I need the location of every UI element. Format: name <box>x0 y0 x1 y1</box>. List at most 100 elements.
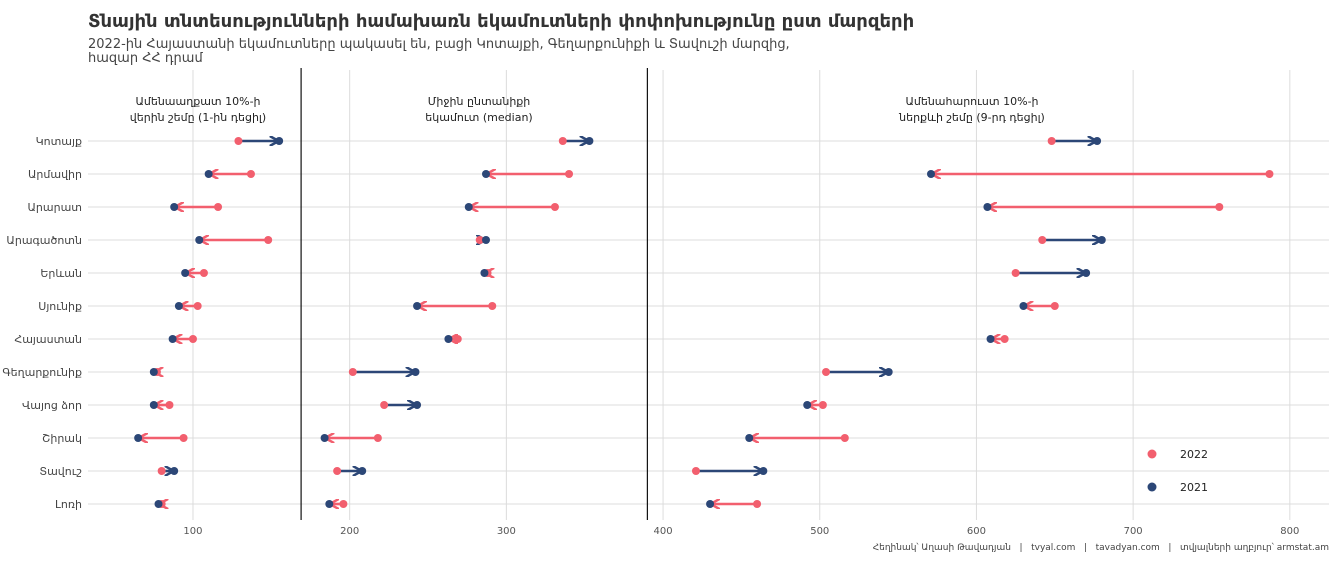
point-2022-panel-2-Տավուշ <box>333 467 342 475</box>
chart-subtitle-line-2: հազար ՀՀ դրամ <box>88 51 203 66</box>
point-2021-panel-3-Գեղարքունիք <box>884 368 893 376</box>
point-2022-panel-3-Տավուշ <box>691 467 700 475</box>
category-label-Արագածոտն: Արագածոտն <box>6 234 82 247</box>
point-2021-panel-3-Արագածոտն <box>1097 236 1106 244</box>
category-label-Արմավիր: Արմավիր <box>28 168 82 181</box>
point-2021-panel-2-Տավուշ <box>358 467 367 475</box>
data-marks <box>134 137 1274 508</box>
legend-marker-2021 <box>1147 482 1157 492</box>
point-2021-panel-3-Շիրակ <box>745 434 754 442</box>
point-2022-panel-2-Վայոց-ձոր <box>380 401 389 409</box>
point-2021-panel-3-Կոտայք <box>1093 137 1102 145</box>
point-2022-panel-1-Երևան <box>199 269 208 277</box>
legend-label-2021: 2021 <box>1180 481 1208 494</box>
gridlines <box>88 70 1329 520</box>
point-2021-panel-1-Արագածոտն <box>195 236 204 244</box>
chart-subtitle-line-1: 2022-ին Հայաստանի եկամուտները պակասել են… <box>88 37 790 52</box>
category-label-Հայաստան: Հայաստան <box>14 333 82 346</box>
chart-title: Տնային տնտեսությունների համախառն եկամուտ… <box>88 11 914 32</box>
point-2021-panel-1-Կոտայք <box>275 137 284 145</box>
x-axis-ticks: 100 200 300 400 500 600 700 800 <box>183 526 1299 537</box>
category-label-Շիրակ: Շիրակ <box>42 432 82 445</box>
point-2022-panel-1-Արմավիր <box>246 170 255 178</box>
category-label-Սյունիք: Սյունիք <box>38 300 82 313</box>
panel-3-label-line-1: Ամենահարուստ 10%-ի <box>905 95 1038 108</box>
category-label-Գեղարքունիք: Գեղարքունիք <box>2 366 82 379</box>
point-2022-panel-1-Տավուշ <box>157 467 166 475</box>
point-2022-panel-1-Սյունիք <box>193 302 202 310</box>
chart-caption: Հեղինակ՝ Աղասի Թավադյան | tvyal.com | ta… <box>873 542 1329 553</box>
panel-1-label-line-2: վերին շեմը (1-ին դեցիլ) <box>130 111 266 124</box>
point-2022-panel-3-Արարատ <box>1215 203 1224 211</box>
point-2021-panel-1-Սյունիք <box>174 302 183 310</box>
point-2022-panel-2-Սյունիք <box>488 302 497 310</box>
point-2021-panel-2-Վայոց-ձոր <box>413 401 422 409</box>
point-2021-panel-1-Տավուշ <box>170 467 179 475</box>
point-2022-panel-1-Արագածոտն <box>264 236 273 244</box>
x-tick-label-700: 700 <box>1124 526 1143 537</box>
legend: 2022 2021 <box>1147 448 1208 494</box>
category-labels: Կոտայք Արմավիր Արարատ Արագածոտն Երևան Սյունիք… <box>2 135 82 511</box>
point-2022-panel-2-Շիրակ <box>373 434 382 442</box>
point-2021-panel-3-Հայաստան <box>986 335 995 343</box>
point-2022-panel-3-Արմավիր <box>1265 170 1274 178</box>
x-tick-label-400: 400 <box>654 526 673 537</box>
point-2022-panel-3-Հայաստան <box>1000 335 1009 343</box>
point-2022-panel-2-Արարատ <box>550 203 559 211</box>
point-2022-panel-3-Լոռի <box>753 500 762 508</box>
x-tick-label-300: 300 <box>497 526 516 537</box>
point-2021-panel-3-Արմավիր <box>927 170 936 178</box>
x-tick-label-800: 800 <box>1280 526 1299 537</box>
x-tick-label-500: 500 <box>810 526 829 537</box>
point-2021-panel-2-Արմավիր <box>481 170 490 178</box>
point-2022-panel-2-Լոռի <box>339 500 348 508</box>
point-2021-panel-1-Շիրակ <box>134 434 143 442</box>
panel-2-label-line-2: եկամուտ (median) <box>425 111 532 124</box>
point-2021-panel-2-Արագածոտն <box>481 236 490 244</box>
point-2022-panel-2-Գեղարքունիք <box>348 368 357 376</box>
point-2022-panel-3-Երևան <box>1011 269 1020 277</box>
point-2022-panel-2-Արագածոտն <box>475 236 484 244</box>
point-2021-panel-2-Արարատ <box>464 203 473 211</box>
point-2021-panel-3-Տավուշ <box>759 467 768 475</box>
point-2022-panel-2-Կոտայք <box>558 137 567 145</box>
category-label-Կոտայք: Կոտայք <box>36 135 82 148</box>
point-2021-panel-2-Երևան <box>480 269 489 277</box>
point-2021-panel-1-Լոռի <box>154 500 163 508</box>
point-2021-panel-2-Սյունիք <box>413 302 422 310</box>
point-2022-panel-3-Սյունիք <box>1050 302 1059 310</box>
point-2021-panel-3-Երևան <box>1082 269 1091 277</box>
legend-label-2022: 2022 <box>1180 448 1208 461</box>
point-2022-panel-3-Գեղարքունիք <box>822 368 831 376</box>
point-2022-panel-3-Վայոց-ձոր <box>818 401 827 409</box>
point-2022-panel-3-Կոտայք <box>1047 137 1056 145</box>
point-2022-panel-1-Արարատ <box>214 203 223 211</box>
point-2021-panel-1-Վայոց-ձոր <box>149 401 158 409</box>
category-label-Լոռի: Լոռի <box>55 498 82 511</box>
point-2022-panel-2-Հայաստան <box>453 335 462 343</box>
point-2021-panel-1-Երևան <box>181 269 190 277</box>
point-2021-panel-1-Արարատ <box>170 203 179 211</box>
point-2022-panel-3-Արագածոտն <box>1038 236 1047 244</box>
point-2021-panel-2-Հայաստան <box>444 335 453 343</box>
point-2022-panel-1-Կոտայք <box>234 137 243 145</box>
point-2022-panel-1-Վայոց-ձոր <box>165 401 174 409</box>
category-label-Արարատ: Արարատ <box>27 201 82 214</box>
point-2022-panel-1-Շիրակ <box>179 434 188 442</box>
category-label-Վայոց-ձոր: Վայոց ձոր <box>22 399 82 412</box>
point-2022-panel-1-Հայաստան <box>188 335 197 343</box>
point-2021-panel-2-Գեղարքունիք <box>411 368 420 376</box>
panel-2-label-line-1: Միջին ընտանիքի <box>428 95 531 108</box>
point-2021-panel-3-Լոռի <box>706 500 715 508</box>
point-2021-panel-2-Լոռի <box>325 500 334 508</box>
x-tick-label-200: 200 <box>340 526 359 537</box>
point-2021-panel-3-Վայոց-ձոր <box>803 401 812 409</box>
category-label-Երևան: Երևան <box>40 267 82 280</box>
point-2021-panel-1-Արմավիր <box>204 170 213 178</box>
point-2021-panel-1-Գեղարքունիք <box>149 368 158 376</box>
panel-3-label-line-2: ներքևի շեմը (9-րդ դեցիլ) <box>898 111 1045 124</box>
legend-marker-2022 <box>1147 449 1157 459</box>
category-label-Տավուշ: Տավուշ <box>39 465 82 478</box>
x-tick-label-600: 600 <box>967 526 986 537</box>
